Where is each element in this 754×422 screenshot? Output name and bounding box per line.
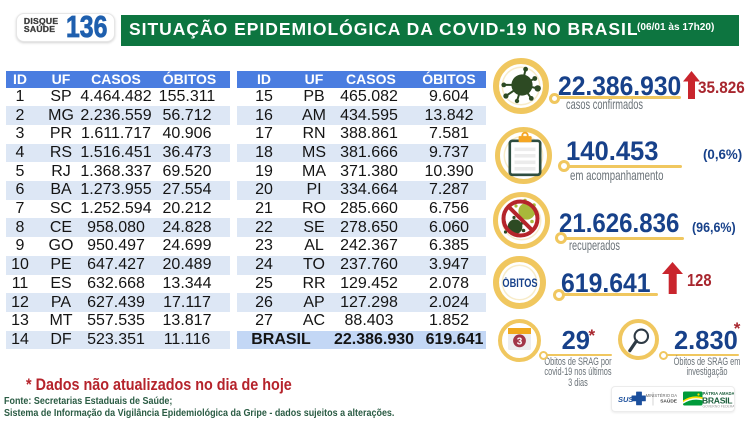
- svg-text:SAÚDE: SAÚDE: [660, 398, 678, 405]
- svg-text:PÁTRIA AMADA: PÁTRIA AMADA: [703, 391, 735, 396]
- svg-text:GOVERNO FEDERAL: GOVERNO FEDERAL: [703, 405, 735, 409]
- svg-text:SUS: SUS: [618, 395, 633, 404]
- svg-text:3: 3: [517, 336, 523, 347]
- svg-text:BRASIL: BRASIL: [702, 395, 732, 405]
- svg-text:MINISTÉRIO DA: MINISTÉRIO DA: [646, 393, 678, 398]
